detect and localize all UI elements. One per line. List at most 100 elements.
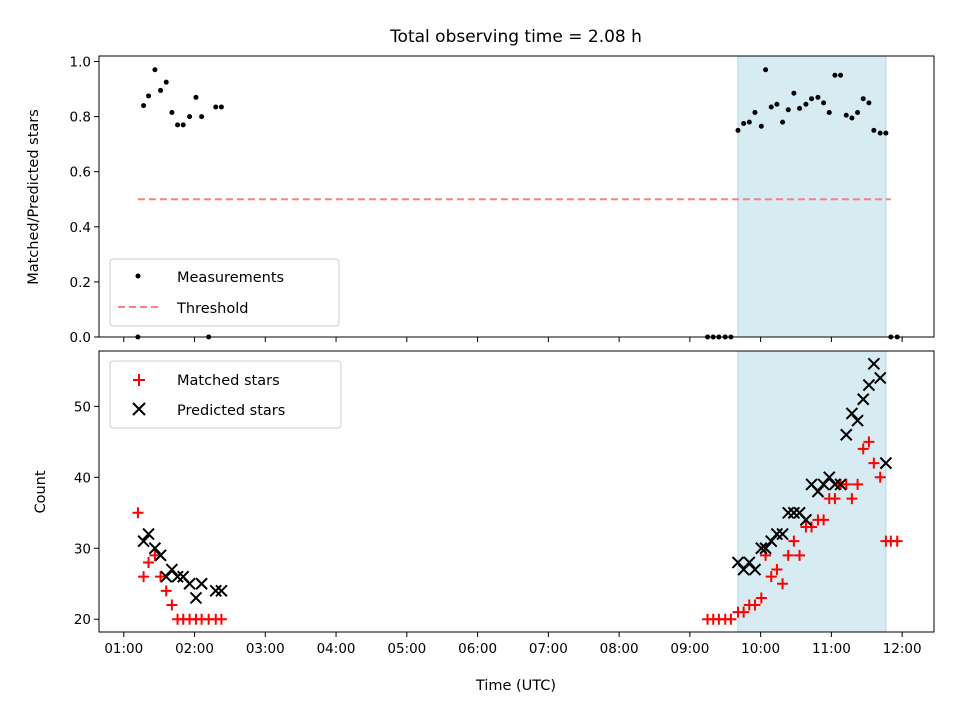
measurement-point xyxy=(746,119,752,125)
legend-marker-predicted-stars xyxy=(132,402,146,416)
top-legend: Measurements Threshold xyxy=(109,258,340,327)
measurement-point xyxy=(735,127,741,133)
x-tick-label: 09:00 xyxy=(670,641,709,657)
x-tick-label: 06:00 xyxy=(458,641,497,657)
matched-stars-point xyxy=(846,493,858,505)
legend-marker-measurements xyxy=(135,273,141,279)
matched-stars-point xyxy=(829,493,841,505)
y-tick-label: 0.0 xyxy=(70,330,91,346)
measurement-point xyxy=(785,107,791,113)
measurement-point xyxy=(169,109,175,115)
measurement-point xyxy=(774,101,780,107)
predicted-stars-point xyxy=(183,577,196,590)
matched-stars-point xyxy=(818,514,830,526)
measurement-point xyxy=(218,104,224,110)
x-tick-label: 04:00 xyxy=(317,641,356,657)
predicted-stars-point xyxy=(857,393,870,406)
matched-stars-point xyxy=(806,521,818,533)
measurement-point xyxy=(855,109,861,115)
x-axis-label: Time (UTC) xyxy=(475,678,556,694)
matched-stars-point xyxy=(891,535,903,547)
matched-stars-point xyxy=(155,571,167,583)
y-tick-label: 0.6 xyxy=(70,165,91,181)
predicted-stars-point xyxy=(828,478,842,491)
measurement-point xyxy=(158,87,164,93)
top-axes-frame xyxy=(98,55,935,338)
measurement-point xyxy=(860,96,866,102)
matched-stars-point xyxy=(874,471,886,483)
predicted-stars-point xyxy=(755,542,768,555)
measurement-point xyxy=(175,122,181,128)
predicted-stars-point xyxy=(209,584,222,598)
measurement-point xyxy=(768,104,774,110)
predicted-stars-point xyxy=(867,357,881,370)
predicted-stars-point xyxy=(737,563,750,576)
bottom-legend: Matched stars Predicted stars xyxy=(109,360,342,429)
predicted-stars-point xyxy=(215,584,228,598)
y-tick-label: 30 xyxy=(74,541,91,557)
predicted-stars-point xyxy=(165,563,179,576)
predicted-stars-point xyxy=(765,534,778,548)
measurement-point xyxy=(187,114,193,120)
measurement-point xyxy=(193,94,199,100)
predicted-stars-point xyxy=(823,471,836,484)
predicted-stars-point xyxy=(770,527,784,541)
predicted-stars-point xyxy=(731,556,745,569)
measurement-point xyxy=(815,94,821,100)
measurement-point xyxy=(752,109,758,115)
predicted-stars-point xyxy=(195,577,208,590)
predicted-stars-point xyxy=(834,478,847,491)
matched-stars-point xyxy=(160,585,172,597)
measurement-point xyxy=(883,130,889,136)
measurement-point xyxy=(763,67,769,73)
x-tick-label: 08:00 xyxy=(600,641,639,657)
observing-window-shade xyxy=(737,350,887,633)
matched-stars-point xyxy=(738,606,750,618)
x-tick-label: 01:00 xyxy=(104,641,143,657)
matched-stars-point xyxy=(840,478,852,490)
predicted-stars-point xyxy=(189,591,203,605)
measurement-point xyxy=(180,122,186,128)
predicted-stars-point xyxy=(811,485,825,498)
measurement-point xyxy=(213,104,219,110)
y-tick-label: 20 xyxy=(74,612,91,628)
matched-stars-point xyxy=(771,564,783,576)
legend-label-matched-stars: Matched stars xyxy=(177,373,280,389)
x-tick-label: 03:00 xyxy=(246,641,285,657)
matched-stars-point xyxy=(777,578,789,590)
legend-marker-matched-stars xyxy=(133,374,145,386)
measurement-point xyxy=(758,123,764,129)
matched-stars-point xyxy=(149,549,161,561)
predicted-stars-point xyxy=(748,563,762,576)
predicted-stars-point xyxy=(160,570,173,583)
matched-stars-point xyxy=(755,592,767,604)
predicted-stars-point xyxy=(137,534,150,548)
measurement-point xyxy=(871,127,877,133)
measurement-point xyxy=(141,103,147,109)
matched-stars-point xyxy=(765,571,777,583)
predicted-stars-point xyxy=(862,378,876,392)
x-tick-label: 07:00 xyxy=(529,641,568,657)
predicted-stars-point xyxy=(879,456,893,470)
y-tick-label: 40 xyxy=(74,470,91,486)
predicted-stars-point xyxy=(148,542,162,555)
legend-label-predicted-stars: Predicted stars xyxy=(177,403,285,419)
matched-stars-point xyxy=(788,535,800,547)
measurement-point xyxy=(832,72,838,78)
predicted-stars-point xyxy=(845,407,859,420)
predicted-stars-point xyxy=(851,414,864,427)
matched-stars-point xyxy=(782,549,794,561)
predicted-stars-point xyxy=(874,371,887,385)
measurement-point xyxy=(826,109,832,115)
matched-stars-point xyxy=(166,599,178,611)
x-tick-label: 05:00 xyxy=(387,641,426,657)
measurement-point xyxy=(877,130,883,136)
matched-stars-point xyxy=(852,478,864,490)
y-tick-label: 50 xyxy=(74,399,91,415)
predicted-stars-point xyxy=(759,542,772,555)
matched-stars-point xyxy=(863,436,875,448)
matched-stars-point xyxy=(132,507,144,519)
bottom-axes-frame xyxy=(98,350,935,633)
predicted-stars-point xyxy=(776,527,789,541)
